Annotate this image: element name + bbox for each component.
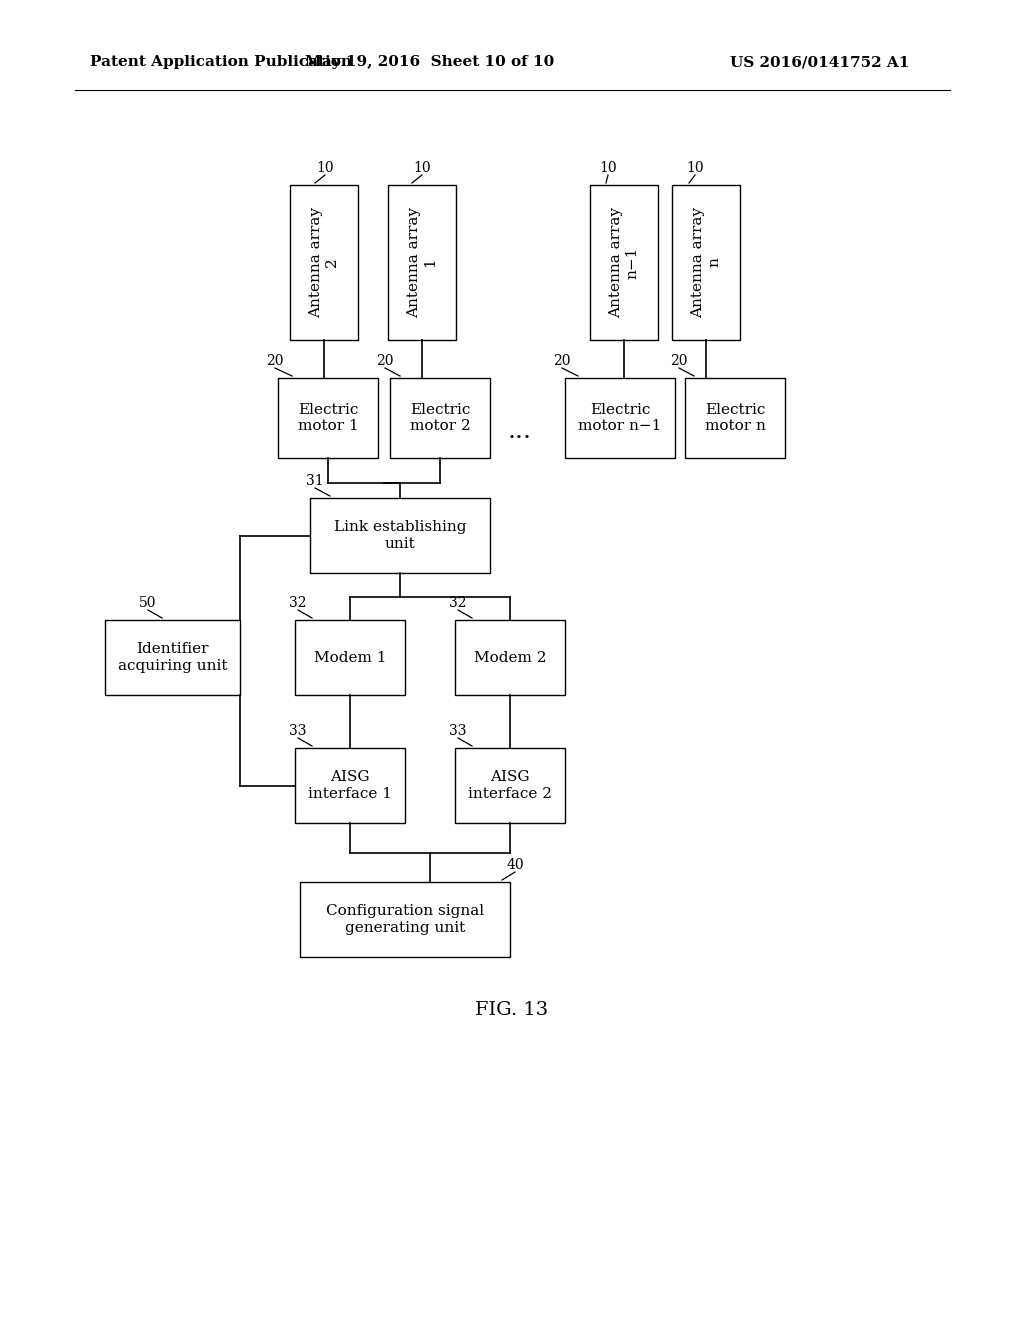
Bar: [290, 185, 358, 341]
Text: Modem 1: Modem 1: [313, 651, 386, 664]
Text: Identifier
acquiring unit: Identifier acquiring unit: [118, 643, 227, 673]
Bar: [105, 620, 240, 696]
Text: 32: 32: [450, 597, 467, 610]
Text: FIG. 13: FIG. 13: [475, 1001, 549, 1019]
Text: Antenna array
1: Antenna array 1: [407, 207, 437, 318]
Bar: [295, 620, 406, 696]
Text: 20: 20: [553, 354, 570, 368]
Text: 20: 20: [266, 354, 284, 368]
Text: 10: 10: [686, 161, 703, 176]
Text: Electric
motor n−1: Electric motor n−1: [579, 403, 662, 433]
Text: Configuration signal
generating unit: Configuration signal generating unit: [326, 904, 484, 935]
Text: ...: ...: [508, 421, 532, 444]
Bar: [455, 748, 565, 822]
Text: Electric
motor n: Electric motor n: [705, 403, 765, 433]
Text: 10: 10: [414, 161, 431, 176]
Text: May 19, 2016  Sheet 10 of 10: May 19, 2016 Sheet 10 of 10: [305, 55, 555, 69]
Text: AISG
interface 1: AISG interface 1: [308, 771, 392, 801]
Text: 20: 20: [376, 354, 394, 368]
Bar: [390, 378, 490, 458]
Bar: [455, 620, 565, 696]
Text: Link establishing
unit: Link establishing unit: [334, 520, 466, 550]
Bar: [295, 748, 406, 822]
Text: 40: 40: [506, 858, 524, 873]
Bar: [300, 882, 510, 957]
Bar: [388, 185, 456, 341]
Text: Antenna array
n: Antenna array n: [691, 207, 721, 318]
Bar: [565, 378, 675, 458]
Text: Electric
motor 1: Electric motor 1: [298, 403, 358, 433]
Bar: [590, 185, 658, 341]
Text: 10: 10: [599, 161, 616, 176]
Text: US 2016/0141752 A1: US 2016/0141752 A1: [730, 55, 909, 69]
Bar: [672, 185, 740, 341]
Text: Antenna array
n−1: Antenna array n−1: [609, 207, 639, 318]
Text: 31: 31: [306, 474, 324, 488]
Text: Electric
motor 2: Electric motor 2: [410, 403, 470, 433]
Text: Antenna array
2: Antenna array 2: [309, 207, 339, 318]
Text: 10: 10: [316, 161, 334, 176]
Text: 33: 33: [450, 723, 467, 738]
Text: 32: 32: [289, 597, 307, 610]
Text: 33: 33: [289, 723, 307, 738]
Text: AISG
interface 2: AISG interface 2: [468, 771, 552, 801]
Bar: [278, 378, 378, 458]
Text: 20: 20: [671, 354, 688, 368]
Text: 50: 50: [139, 597, 157, 610]
Bar: [685, 378, 785, 458]
Text: Modem 2: Modem 2: [474, 651, 546, 664]
Bar: [310, 498, 490, 573]
Text: Patent Application Publication: Patent Application Publication: [90, 55, 352, 69]
